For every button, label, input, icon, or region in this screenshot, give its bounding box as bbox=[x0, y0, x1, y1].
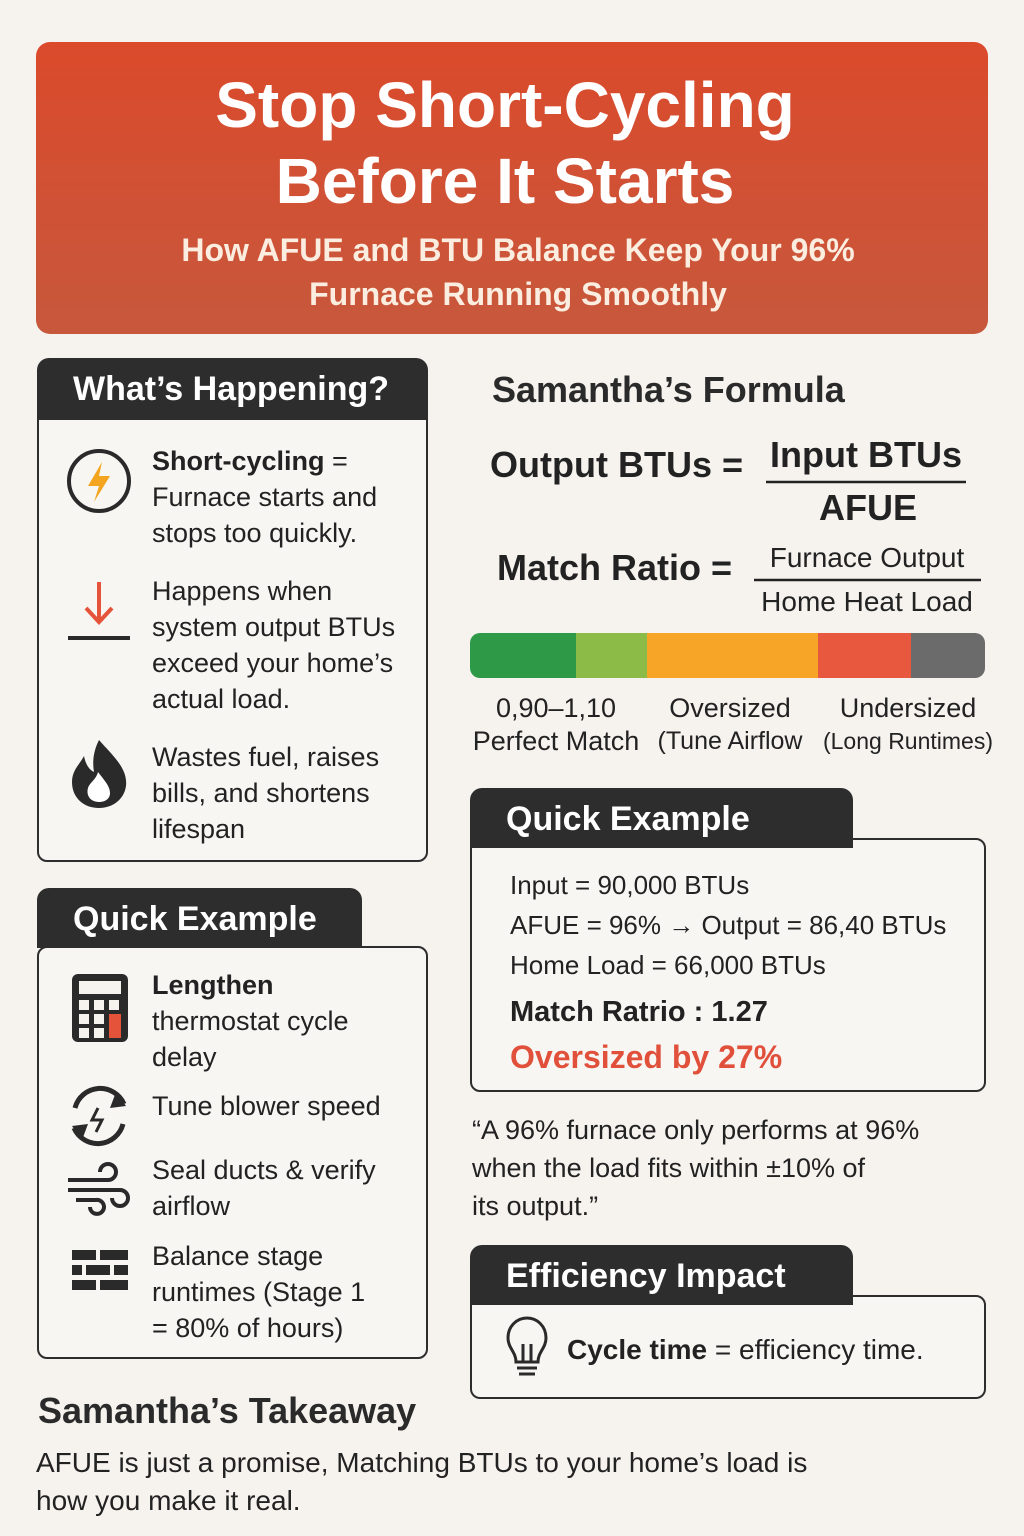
scale-segment bbox=[576, 633, 647, 678]
takeaway-title: Samantha’s Takeaway bbox=[38, 1390, 417, 1431]
scale-label-line: Perfect Match bbox=[472, 726, 640, 756]
subtitle-line: Furnace Running Smoothly bbox=[309, 276, 727, 312]
title-line: Stop Short-Cycling bbox=[215, 69, 795, 141]
flame-inner bbox=[87, 772, 110, 802]
item-text: delay bbox=[152, 1042, 217, 1072]
quote: “A 96% furnace only performs at 96% when… bbox=[472, 1111, 919, 1225]
bolt-icon bbox=[67, 449, 131, 513]
scale-label-line: Undersized bbox=[839, 693, 977, 723]
example-line: Home Load = 66,000 BTUs bbox=[510, 950, 826, 980]
calculator-key bbox=[109, 1014, 121, 1038]
refresh-arrows bbox=[72, 1092, 126, 1140]
scale-segment bbox=[911, 633, 985, 678]
subtitle: How AFUE and BTU Balance Keep Your 96% F… bbox=[181, 228, 854, 316]
refresh-bolt bbox=[89, 1107, 105, 1133]
takeaway-line: AFUE is just a promise, Matching BTUs to… bbox=[36, 1447, 808, 1478]
formula-lhs: Output BTUs = bbox=[490, 444, 743, 485]
item-text: Happens when bbox=[152, 576, 333, 606]
wind-icon bbox=[68, 1162, 130, 1216]
example-ratio: Match Ratrio : 1.27 bbox=[510, 996, 768, 1028]
happening-item: Wastes fuel, raises bills, and shortens … bbox=[152, 739, 379, 847]
scale-label-line: (Tune Airflow bbox=[657, 727, 803, 755]
item-bold: Lengthen bbox=[152, 970, 274, 1000]
efficiency-bold: Cycle time bbox=[567, 1334, 708, 1365]
item-text: thermostat cycle bbox=[152, 1006, 349, 1036]
scale-label-line: Oversized bbox=[669, 693, 791, 723]
item-text: system output BTUs bbox=[152, 612, 396, 642]
formula-numerator: Furnace Output bbox=[769, 542, 965, 573]
subtitle-line: How AFUE and BTU Balance Keep Your 96% bbox=[181, 232, 855, 268]
scale-label: 0,90–1,10 Perfect Match bbox=[473, 692, 640, 758]
happening-item: Short-cycling = Furnace starts and stops… bbox=[152, 443, 377, 551]
scale-segment bbox=[818, 633, 911, 678]
scale-label: Undersized (Long Runtimes) bbox=[823, 692, 993, 758]
formula-graphics bbox=[470, 480, 985, 678]
bulb bbox=[506, 1316, 548, 1364]
item-text: Furnace starts and bbox=[152, 482, 378, 512]
title-line: Before It Starts bbox=[275, 145, 735, 217]
scale-segment bbox=[647, 633, 818, 678]
quote-line: “A 96% furnace only performs at 96% bbox=[472, 1115, 920, 1145]
takeaway-text: AFUE is just a promise, Matching BTUs to… bbox=[36, 1444, 807, 1520]
formula-title: Samantha’s Formula bbox=[492, 369, 845, 410]
example-line: Input = 90,000 BTUs bbox=[510, 870, 750, 900]
takeaway-line: how you make it real. bbox=[36, 1485, 301, 1516]
efficiency-text: Cycle time = efficiency time. bbox=[567, 1334, 924, 1366]
example-box bbox=[470, 838, 986, 1092]
item-text: = 80% of hours) bbox=[152, 1313, 344, 1343]
arrow-icon bbox=[84, 582, 114, 625]
calculator-keys bbox=[79, 1000, 119, 1038]
bulb-base bbox=[517, 1344, 537, 1376]
item-text: stops too quickly. bbox=[152, 518, 358, 548]
item-text: Seal ducts & verify bbox=[152, 1155, 376, 1185]
action-item: Tune blower speed bbox=[152, 1088, 381, 1124]
header-banner bbox=[36, 42, 988, 334]
action-item: Lengthen thermostat cycle delay bbox=[152, 967, 349, 1075]
scale-segment bbox=[470, 633, 576, 678]
formula-denominator: AFUE bbox=[819, 487, 917, 528]
example-title: Quick Example bbox=[470, 788, 853, 848]
item-text: airflow bbox=[152, 1191, 231, 1221]
item-text: = bbox=[332, 446, 348, 476]
calculator-screen bbox=[79, 981, 121, 994]
formula-denominator: Home Heat Load bbox=[761, 586, 973, 617]
scale-label-line: (Long Runtimes) bbox=[822, 728, 994, 754]
formula-numerator: Input BTUs bbox=[770, 434, 962, 475]
item-text: exceed your home’s bbox=[152, 648, 394, 678]
item-text: Wastes fuel, raises bbox=[152, 742, 380, 772]
happening-item: Happens when system output BTUs exceed y… bbox=[152, 573, 395, 717]
item-text: lifespan bbox=[152, 814, 246, 844]
example-verdict: Oversized by 27% bbox=[510, 1039, 783, 1075]
ratio-scale bbox=[470, 633, 985, 678]
title: Stop Short-Cycling Before It Starts bbox=[215, 67, 795, 219]
happening-icons bbox=[67, 449, 131, 808]
quote-line: its output.” bbox=[472, 1191, 599, 1221]
item-text: Balance stage bbox=[152, 1241, 324, 1271]
bulb-icon bbox=[506, 1316, 548, 1376]
example-lines: Input = 90,000 BTUs AFUE = 96% → Output … bbox=[510, 865, 946, 985]
brick-icon bbox=[72, 1250, 128, 1290]
actions-icons bbox=[68, 974, 130, 1290]
item-text: runtimes (Stage 1 bbox=[152, 1277, 366, 1307]
formula-lhs: Match Ratio = bbox=[497, 547, 733, 588]
actions-title: Quick Example bbox=[37, 888, 362, 948]
item-bold: Short-cycling bbox=[152, 446, 325, 476]
scale-label-line: 0,90–1,10 bbox=[495, 693, 617, 723]
efficiency-title: Efficiency Impact bbox=[470, 1245, 853, 1305]
scale-label: Oversized (Tune Airflow bbox=[658, 692, 803, 758]
example-line: AFUE = 96% → Output = 86,40 BTUs bbox=[510, 910, 947, 940]
efficiency-rest: = efficiency time. bbox=[714, 1334, 924, 1365]
quote-line: when the load fits within ±10% of bbox=[472, 1153, 866, 1183]
item-text: Tune blower speed bbox=[152, 1091, 381, 1121]
item-text: bills, and shortens bbox=[152, 778, 370, 808]
item-text: actual load. bbox=[152, 684, 291, 714]
bolt bbox=[88, 462, 110, 502]
action-item: Balance stage runtimes (Stage 1 = 80% of… bbox=[152, 1238, 365, 1346]
action-item: Seal ducts & verify airflow bbox=[152, 1152, 376, 1224]
happening-title: What’s Happening? bbox=[37, 358, 428, 420]
